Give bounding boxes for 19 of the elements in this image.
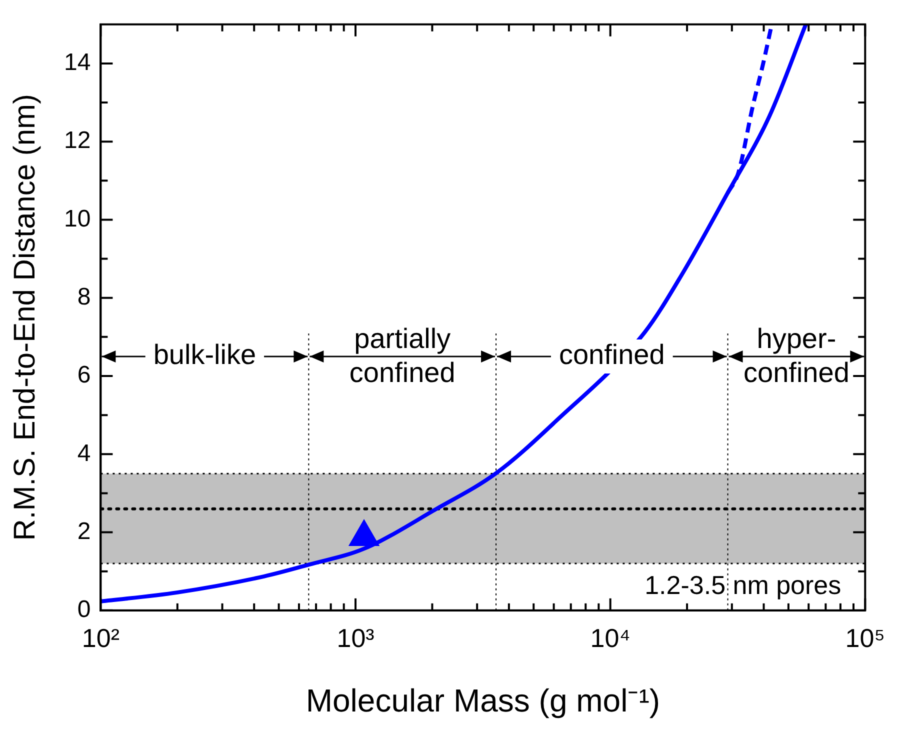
x-tick-label: 10³ bbox=[336, 623, 375, 654]
y-axis-title: R.M.S. End-to-End Distance (nm) bbox=[8, 94, 42, 541]
x-tick-label: 10⁴ bbox=[590, 623, 630, 654]
y-tick-label: 0 bbox=[77, 596, 91, 624]
x-tick-label: 10² bbox=[82, 623, 120, 654]
annotation: hyper- confined bbox=[744, 323, 850, 388]
y-tick-label: 6 bbox=[77, 362, 91, 389]
y-tick-label: 10 bbox=[64, 205, 91, 232]
y-tick-label: 14 bbox=[64, 49, 91, 76]
y-tick-label: 4 bbox=[77, 440, 91, 467]
band-label: 1.2-3.5 nm pores bbox=[644, 570, 842, 600]
annotation: bulk-like bbox=[153, 339, 256, 370]
annotation: partially confined bbox=[349, 323, 456, 388]
y-tick-label: 12 bbox=[64, 127, 91, 154]
y-tick-label: 8 bbox=[77, 283, 91, 310]
annotation: confined bbox=[558, 339, 665, 370]
x-axis-title: Molecular Mass (g mol⁻¹) bbox=[306, 682, 660, 719]
x-tick-label: 10⁵ bbox=[845, 623, 885, 654]
y-tick-label: 2 bbox=[77, 518, 91, 545]
